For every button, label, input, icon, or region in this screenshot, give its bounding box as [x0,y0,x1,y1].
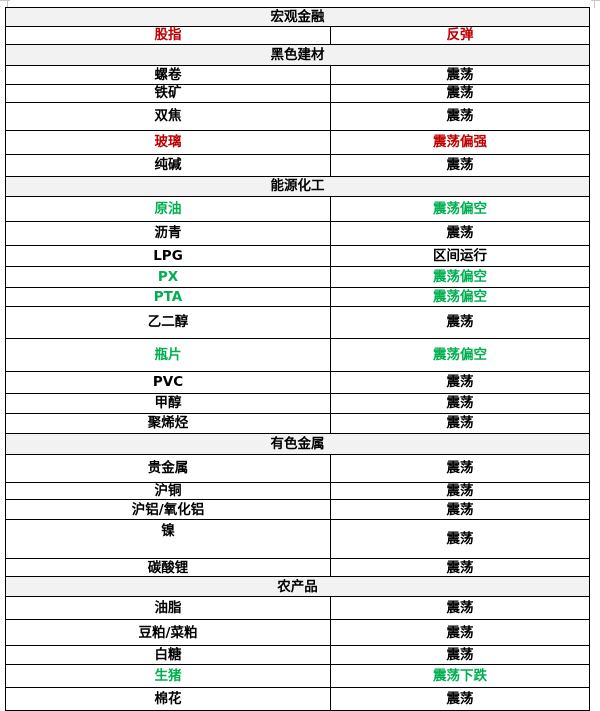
trend-cell: 震荡 [330,519,590,560]
commodity-row: 原油 震荡偏空 [5,196,590,222]
section-header-row: 农产品 [5,576,590,598]
commodity-row: 油脂 震荡 [5,596,590,621]
commodity-name-cell: 甲醇 [5,393,331,414]
commodity-name-cell: 白糖 [5,645,331,666]
trend-cell: 震荡 [330,596,590,621]
commodity-name-cell: 生猪 [5,664,331,689]
commodity-name-cell: PX [5,266,331,288]
commodity-name-cell: 玻璃 [5,130,331,155]
section-header-cell: 宏观金融 [5,7,590,27]
trend-cell: 震荡 [330,306,590,339]
trend-cell: 震荡偏空 [330,196,590,222]
trend-cell: 震荡 [330,619,590,647]
market-table-body: 宏观金融 股指 反弹 黑色建材 螺卷 震荡 铁矿 震荡 双焦 震荡 玻璃 震荡偏强 纯碱 震荡 能源化工 原油… [5,7,590,711]
trend-cell: 震荡偏空 [330,338,590,372]
commodity-row: 镍震荡 [5,519,590,560]
trend-cell: 震荡偏强 [330,130,590,155]
trend-cell: 震荡 [330,687,590,711]
commodity-row: 碳酸锂 震荡 [5,558,590,578]
section-header-row: 能源化工 [5,176,590,197]
trend-cell: 震荡下跌 [330,664,590,689]
commodity-name-cell: 油脂 [5,596,331,621]
trend-cell: 震荡 [330,645,590,666]
commodity-row: 瓶片 震荡偏空 [5,338,590,372]
trend-cell: 震荡 [330,371,590,394]
trend-cell: 震荡 [330,481,590,501]
commodity-row: 铁矿 震荡 [5,84,590,103]
commodity-row: 沥青 震荡 [5,221,590,246]
trend-cell: 震荡偏空 [330,266,590,288]
commodity-row: 沪铜 震荡 [5,481,590,501]
commodity-name-cell: 原油 [5,196,331,222]
commodity-name-cell: 棉花 [5,687,331,711]
commodity-row: 股指 反弹 [5,26,590,45]
trend-cell: 震荡 [330,558,590,578]
commodity-row: PVC 震荡 [5,371,590,394]
section-header-cell: 黑色建材 [5,44,590,66]
commodity-name-cell: 乙二醇 [5,306,331,339]
section-header-cell: 有色金属 [5,433,590,455]
commodity-row: 豆粕/菜粕 震荡 [5,619,590,647]
trend-cell: 震荡 [330,413,590,434]
trend-cell: 震荡 [330,65,590,85]
commodity-name-cell: 镍 [5,519,331,560]
gridline-artifact-left-vertical [7,0,8,8]
market-table: 宏观金融 股指 反弹 黑色建材 螺卷 震荡 铁矿 震荡 双焦 震荡 玻璃 震荡偏强 纯碱 震荡 能源化工 原油… [5,7,590,711]
commodity-name-cell: 纯碱 [5,154,331,177]
commodity-name-cell: 瓶片 [5,338,331,372]
commodity-name-cell: 股指 [5,26,331,45]
commodity-name-cell: 贵金属 [5,454,331,483]
trend-cell: 区间运行 [330,245,590,267]
section-header-cell: 农产品 [5,576,590,598]
commodity-row: 甲醇 震荡 [5,393,590,414]
trend-cell: 反弹 [330,26,590,45]
gridline-artifact-right-vertical [594,0,595,8]
commodity-name-cell: 铁矿 [5,84,331,103]
commodity-row: 纯碱 震荡 [5,154,590,177]
section-header-row: 有色金属 [5,433,590,455]
commodity-name-cell: 沪铝/氧化铝 [5,499,331,521]
commodity-name-cell: 豆粕/菜粕 [5,619,331,647]
commodity-name-cell: PTA [5,287,331,307]
commodity-name-cell: 双焦 [5,102,331,131]
commodity-row: PTA 震荡偏空 [5,287,590,307]
market-outlook-table: 宏观金融 股指 反弹 黑色建材 螺卷 震荡 铁矿 震荡 双焦 震荡 玻璃 震荡偏强 纯碱 震荡 能源化工 原油… [5,7,590,711]
commodity-name-cell: 沥青 [5,221,331,246]
trend-cell: 震荡 [330,454,590,483]
trend-cell: 震荡 [330,84,590,103]
trend-cell: 震荡 [330,393,590,414]
gridline-artifact-left-horizontal [0,0,10,1]
commodity-row: 白糖 震荡 [5,645,590,666]
trend-cell: 震荡偏空 [330,287,590,307]
commodity-row: 玻璃 震荡偏强 [5,130,590,155]
trend-cell: 震荡 [330,102,590,131]
commodity-name-cell: 聚烯烃 [5,413,331,434]
commodity-name-cell: 沪铜 [5,481,331,501]
commodity-row: 聚烯烃 震荡 [5,413,590,434]
trend-cell: 震荡 [330,499,590,521]
commodity-row: PX 震荡偏空 [5,266,590,288]
commodity-row: 生猪 震荡下跌 [5,664,590,689]
section-header-row: 宏观金融 [5,7,590,27]
commodity-name-cell: PVC [5,371,331,394]
section-header-row: 黑色建材 [5,44,590,66]
section-header-cell: 能源化工 [5,176,590,197]
trend-cell: 震荡 [330,221,590,246]
commodity-row: 贵金属 震荡 [5,454,590,483]
commodity-name-cell: 碳酸锂 [5,558,331,578]
commodity-name-cell: LPG [5,245,331,267]
commodity-row: 棉花 震荡 [5,687,590,711]
commodity-row: LPG 区间运行 [5,245,590,267]
commodity-name-cell: 螺卷 [5,65,331,85]
commodity-row: 沪铝/氧化铝 震荡 [5,499,590,521]
commodity-row: 双焦 震荡 [5,102,590,131]
gridline-artifact-right-horizontal [591,0,600,1]
commodity-row: 螺卷 震荡 [5,65,590,85]
commodity-row: 乙二醇 震荡 [5,306,590,339]
trend-cell: 震荡 [330,154,590,177]
